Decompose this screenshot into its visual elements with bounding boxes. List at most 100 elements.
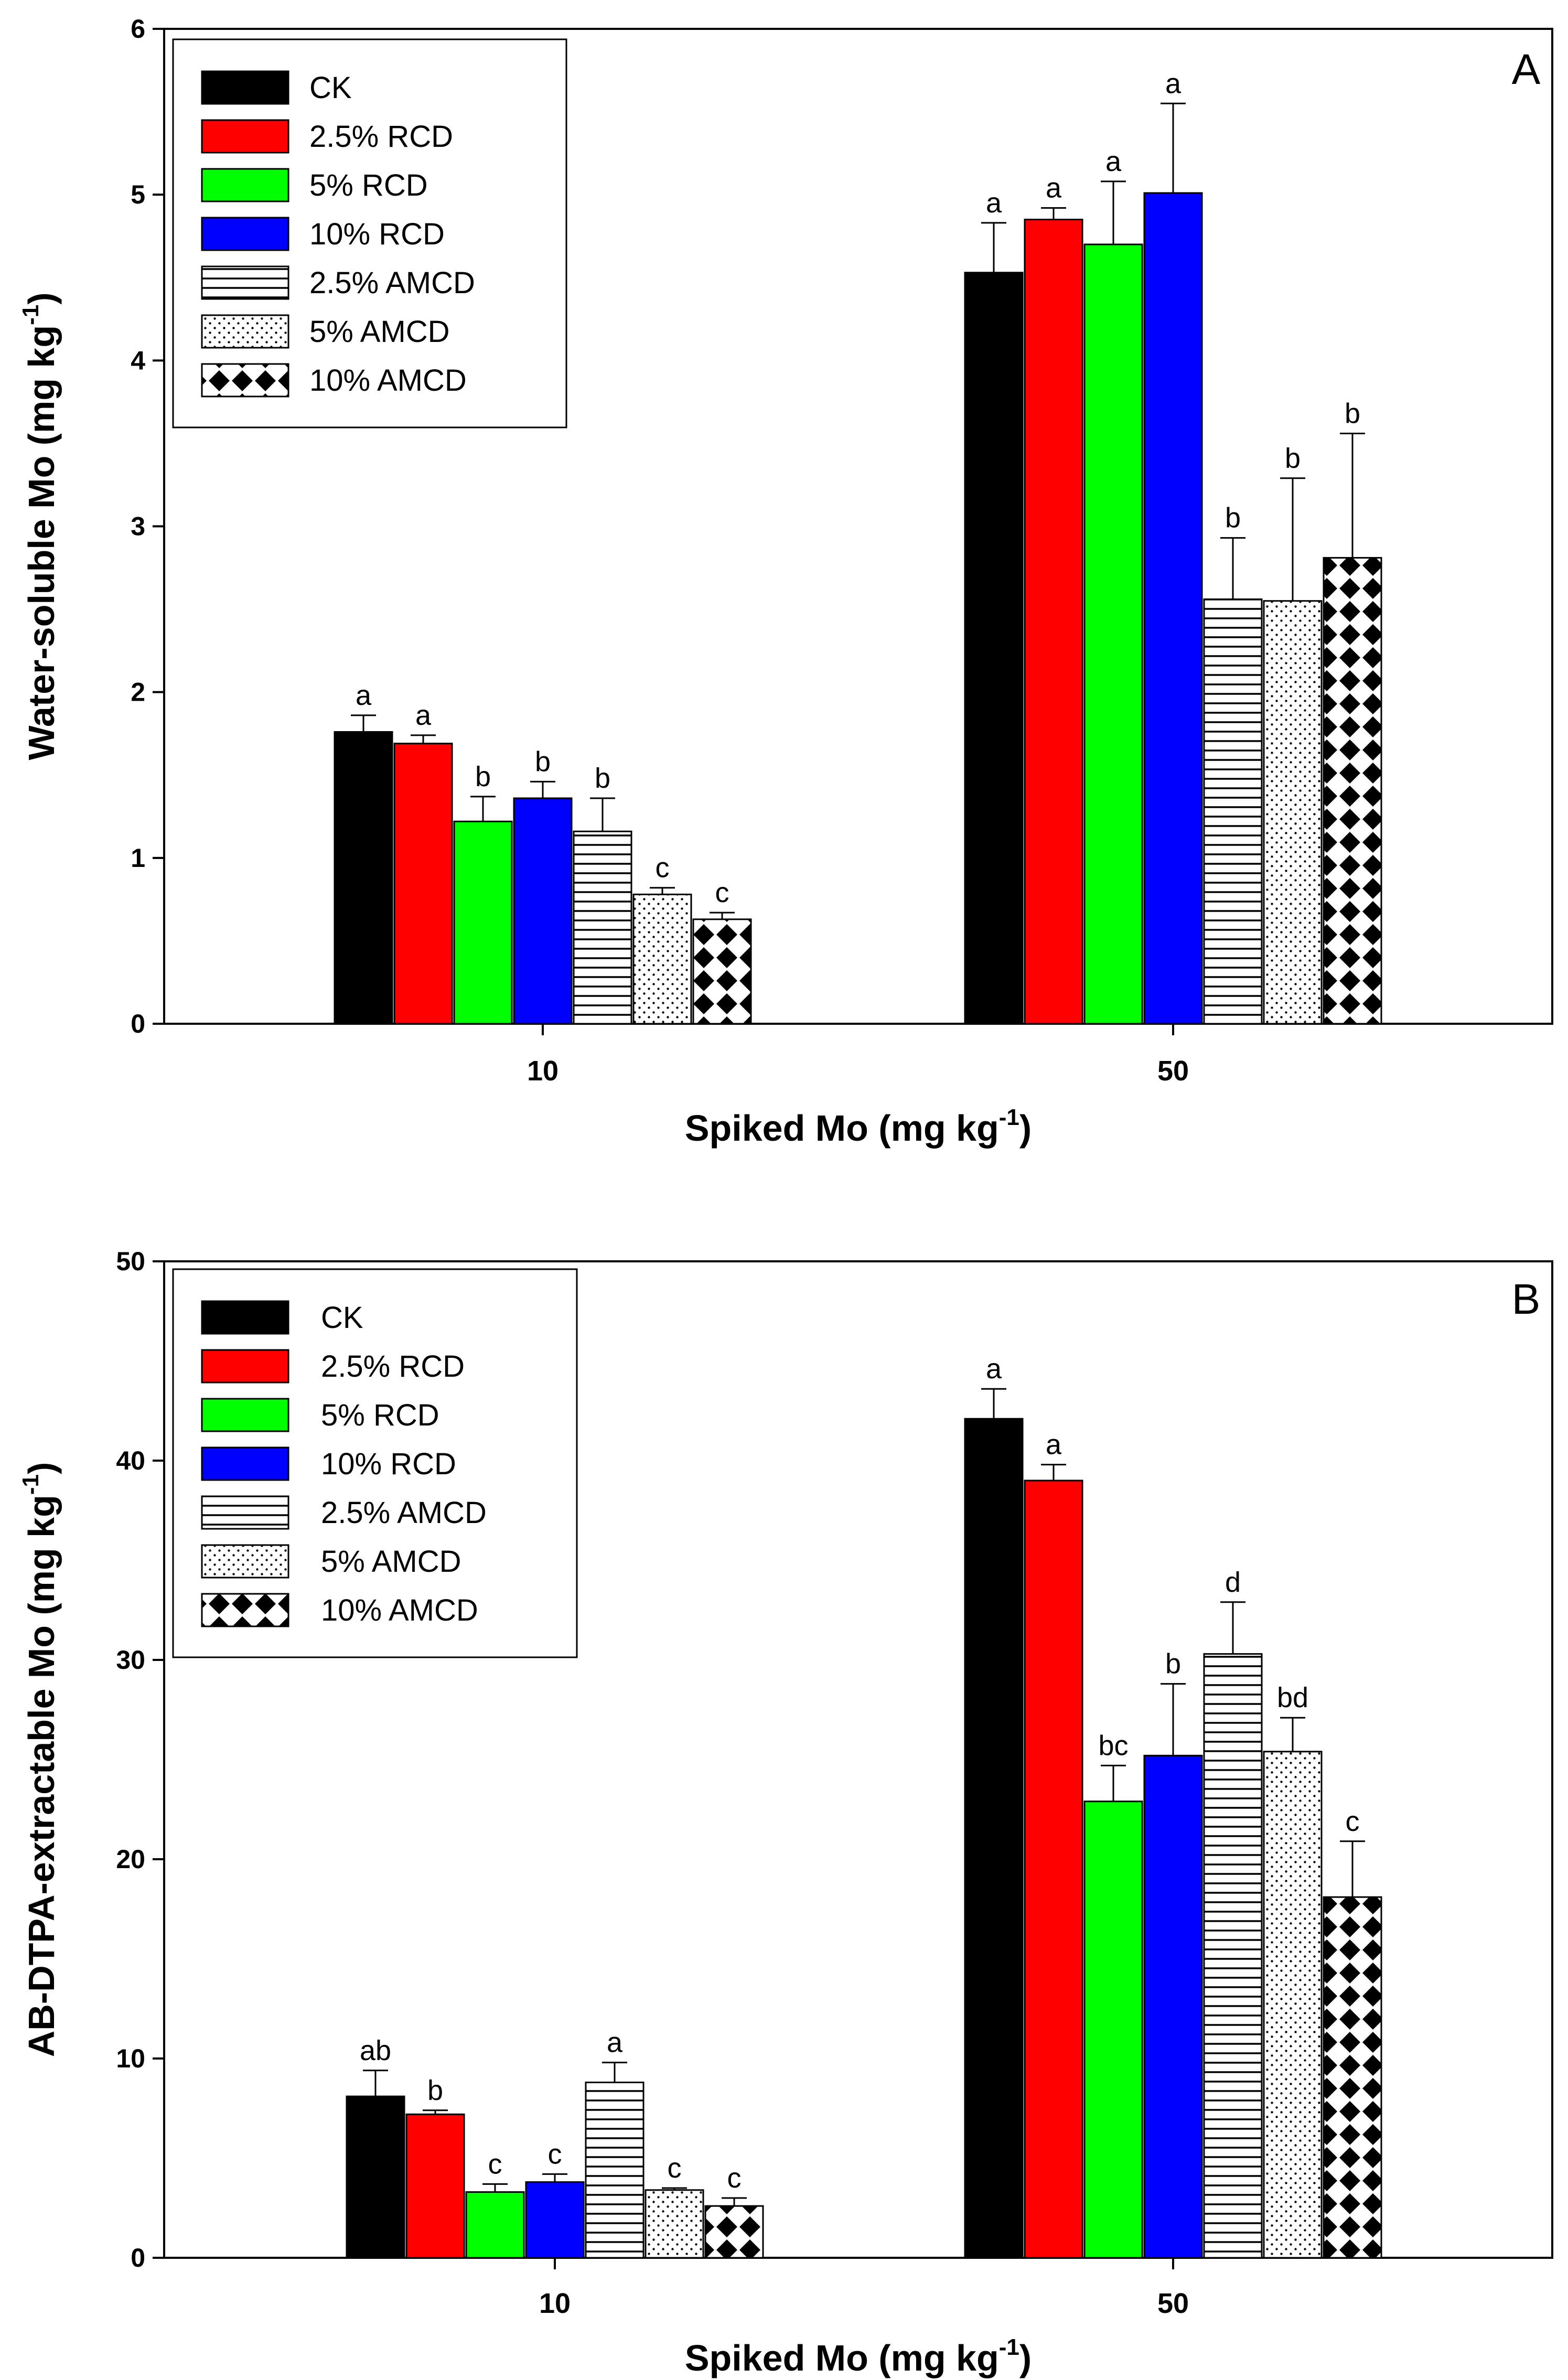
chart-a-sig-label: b (475, 761, 491, 792)
chart-a-sig-label: b (1285, 443, 1301, 474)
chart-a-y-tick-label: 0 (131, 1009, 145, 1038)
chart-a-error-bar-amcd10-10 (710, 912, 735, 919)
chart-b-legend-label-rcd25: 2.5% RCD (321, 1349, 465, 1384)
chart-b-bar-rcd5-50 (1083, 1800, 1143, 2259)
chart-b-error-bar-amcd10-10 (722, 2197, 747, 2206)
chart-b-sig-label: c (488, 2148, 502, 2180)
chart-b-sig-label: c (1346, 1806, 1360, 1837)
chart-a-error-bar-rcd10-10 (530, 780, 555, 799)
chart-b-legend-swatch-amcd5 (201, 1544, 289, 1579)
chart-b-legend-label-amcd10: 10% AMCD (321, 1593, 478, 1627)
chart-b-y-tick-label: 20 (116, 1845, 145, 1874)
chart-a: 0 1 2 3 4 5 6 10 50 a a a a b a b a b b c b c b CK 2.5% RCD 5% RC… (18, 14, 1553, 1149)
chart-b-y-tick-label: 10 (116, 2044, 145, 2073)
chart-a-legend-swatch-amcd10 (201, 363, 289, 398)
chart-a-x-tick-label: 50 (1157, 1055, 1189, 1087)
chart-a-y-axis-title: Water-soluble Mo (mg kg-1) (18, 292, 62, 760)
chart-b-y-axis-title: AB-DTPA-extractable Mo (mg kg-1) (18, 1462, 62, 2057)
chart-a-legend-label-amcd25: 2.5% AMCD (309, 266, 475, 300)
chart-a-error-bar-rcd25-50 (1041, 207, 1066, 220)
chart-a-legend-swatch-rcd5 (201, 168, 289, 202)
chart-b-x-tick-label: 50 (1157, 2288, 1189, 2319)
chart-a-sig-label: a (415, 700, 432, 731)
chart-b-bar-ck-10 (346, 2095, 405, 2259)
chart-b-error-bar-amcd5-10 (662, 2187, 687, 2190)
chart-b-error-bar-rcd10-50 (1161, 1683, 1186, 1756)
chart-b-sig-label: c (727, 2162, 742, 2194)
chart-a-bar-ck-50 (964, 272, 1024, 1025)
chart-a-bar-amcd25-50 (1203, 598, 1263, 1025)
chart-b-panel-letter: B (1512, 1275, 1541, 1323)
chart-a-legend-swatch-rcd25 (201, 119, 289, 154)
chart-b-sig-label: b (1165, 1648, 1181, 1680)
chart-b-error-bar-rcd25-50 (1041, 1464, 1066, 1481)
chart-b-sig-label: bc (1098, 1730, 1128, 1761)
chart-b-bar-rcd25-10 (405, 2113, 465, 2259)
chart-b-legend-swatch-ck (201, 1300, 289, 1335)
chart-a-bar-amcd5-50 (1263, 600, 1323, 1025)
chart-b-plot-frame (163, 1260, 1553, 2259)
chart-a-y-tick-label: 2 (131, 678, 145, 707)
chart-b-x-axis-title: Spiked Mo (mg kg-1) (685, 2334, 1032, 2378)
chart-a-sig-label: a (1165, 68, 1182, 99)
chart-b-error-bar-rcd25-10 (423, 2109, 448, 2115)
chart-a-sig-label: b (595, 763, 610, 794)
chart-a-sig-label: a (1046, 172, 1062, 203)
chart-a-bar-rcd10-50 (1143, 192, 1203, 1025)
chart-b-bar-rcd10-50 (1143, 1754, 1203, 2259)
chart-a-bar-ck-10 (334, 731, 393, 1025)
chart-a-sig-label: a (356, 680, 372, 711)
chart-b-legend: CK 2.5% RCD 5% RCD 10% RCD 2.5% AMCD 5% AMCD 1… (172, 1268, 578, 1658)
chart-b-y-tick-label: 0 (131, 2243, 145, 2272)
chart-a-sig-label: a (1105, 146, 1122, 177)
chart-a-error-bar-amcd25-10 (590, 797, 615, 832)
chart-b-bar-rcd25-50 (1024, 1480, 1083, 2259)
chart-a-y-tick-label: 6 (131, 14, 145, 44)
chart-b-sig-label: bd (1277, 1682, 1308, 1713)
chart-a-x-axis-title: Spiked Mo (mg kg-1) (685, 1105, 1032, 1149)
chart-b-y-tick-label: 40 (116, 1446, 145, 1475)
chart-a-error-bar-amcd10-50 (1340, 432, 1365, 558)
chart-a-sig-label: b (535, 746, 551, 777)
chart-a-error-bar-amcd25-50 (1220, 537, 1245, 599)
chart-b-sig-label: a (986, 1353, 1002, 1385)
chart-b-sig-label: a (607, 2027, 623, 2059)
chart-a-legend-label-ck: CK (309, 71, 352, 105)
chart-a-x-tick-label: 10 (527, 1055, 559, 1087)
chart-b-bar-ck-50 (964, 1418, 1024, 2259)
chart-a-bar-rcd10-10 (513, 797, 573, 1025)
chart-b-sig-label: c (668, 2152, 682, 2184)
chart-a-legend-swatch-rcd10 (201, 217, 289, 251)
chart-b-error-bar-rcd5-10 (482, 2183, 508, 2192)
chart-a-bar-rcd25-10 (393, 743, 453, 1025)
chart-a-error-bar-rcd10-50 (1161, 102, 1186, 194)
chart-a-legend-swatch-amcd5 (201, 314, 289, 349)
chart-a-sig-label: b (1225, 502, 1241, 534)
chart-b-bar-rcd5-10 (465, 2191, 525, 2259)
chart-a-legend-label-rcd10: 10% RCD (309, 217, 445, 251)
chart-b-x-tick-label: 10 (539, 2288, 571, 2319)
chart-b-error-bar-rcd5-50 (1101, 1764, 1126, 1802)
chart-a-y-tick-label: 3 (131, 512, 145, 541)
chart-b-legend-label-rcd5: 5% RCD (321, 1398, 439, 1432)
chart-a-panel-letter: A (1512, 46, 1541, 93)
chart-b-legend-swatch-amcd10 (201, 1593, 289, 1627)
chart-b-legend-swatch-rcd25 (201, 1349, 289, 1384)
chart-a-error-bar-amcd5-10 (650, 887, 675, 895)
chart-a-y-tick-label: 4 (131, 346, 145, 375)
chart-b-sig-label: c (548, 2138, 562, 2170)
chart-a-sig-label: a (986, 187, 1002, 219)
chart-b-error-bar-ck-50 (981, 1388, 1006, 1419)
chart-a-y-tick-label: 5 (131, 180, 145, 209)
chart-b-sig-label: a (1046, 1429, 1062, 1461)
chart-b-bar-amcd25-10 (585, 2082, 645, 2259)
chart-a-sig-label: b (1345, 398, 1360, 429)
chart-a-legend: CK 2.5% RCD 5% RCD 10% RCD 2.5% AMCD 5% AMCD 1… (172, 38, 567, 428)
chart-b-legend-swatch-rcd10 (201, 1446, 289, 1481)
chart-b-error-bar-amcd25-50 (1220, 1601, 1245, 1654)
chart-b-error-bar-amcd10-50 (1340, 1840, 1365, 1897)
chart-b-legend-label-amcd5: 5% AMCD (321, 1545, 461, 1579)
chart-b-bar-amcd10-50 (1323, 1896, 1382, 2259)
